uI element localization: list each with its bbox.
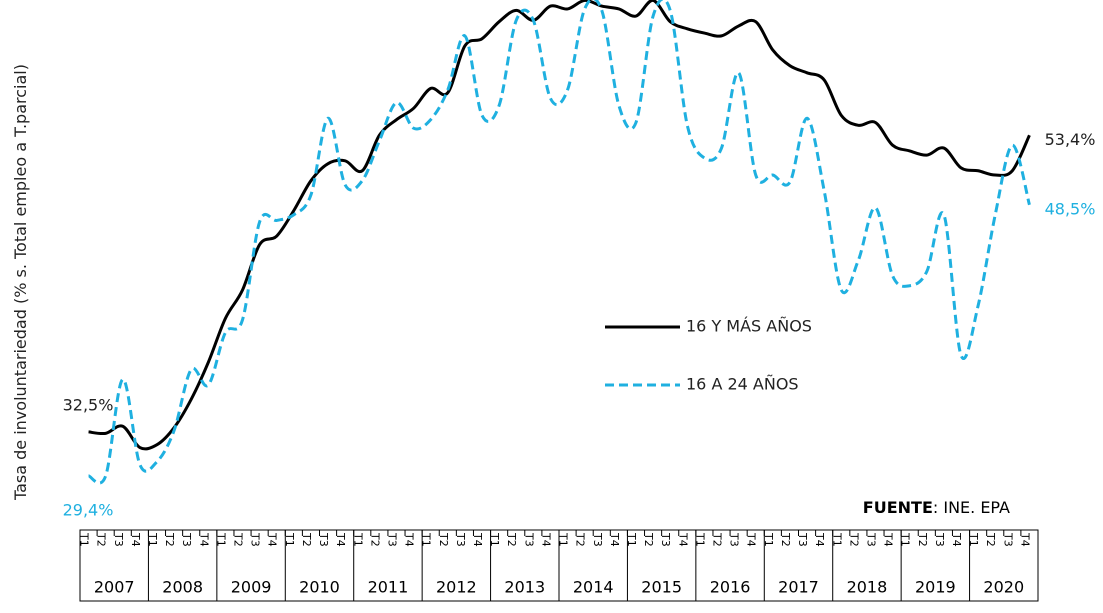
x-group-label: 2012: [436, 578, 477, 597]
x-tick-label: T1: [899, 532, 912, 547]
x-group-label: 2015: [641, 578, 682, 597]
x-tick-label: T4: [882, 532, 895, 547]
x-tick-label: T1: [351, 532, 364, 547]
x-tick-label: T4: [745, 532, 758, 547]
x-tick-label: T2: [847, 532, 860, 547]
x-tick-label: T4: [129, 532, 142, 547]
legend-label: 16 Y MÁS AÑOS: [686, 317, 812, 336]
x-tick-label: T3: [522, 532, 535, 547]
source-text: : INE. EPA: [933, 498, 1010, 517]
x-tick-label: T2: [984, 532, 997, 547]
x-tick-label: T1: [146, 532, 159, 547]
x-group-label: 2009: [231, 578, 272, 597]
x-tick-label: T3: [1001, 532, 1014, 547]
x-group-label: 2017: [778, 578, 819, 597]
x-tick-label: T1: [488, 532, 501, 547]
x-group-label: 2018: [847, 578, 888, 597]
x-group-label: 2013: [504, 578, 545, 597]
x-tick-label: T4: [539, 532, 552, 547]
x-tick-label: T2: [642, 532, 655, 547]
series-line: [88, 0, 1031, 451]
x-tick-label: T1: [420, 532, 433, 547]
x-tick-label: T3: [933, 532, 946, 547]
data-label: 32,5%: [63, 395, 114, 414]
data-label: 53,4%: [1045, 130, 1096, 149]
x-tick-label: T2: [232, 532, 245, 547]
x-tick-label: T1: [557, 532, 570, 547]
x-tick-label: T2: [300, 532, 313, 547]
x-tick-label: T2: [711, 532, 724, 547]
x-tick-label: T3: [864, 532, 877, 547]
x-tick-label: T3: [249, 532, 262, 547]
x-tick-label: T1: [214, 532, 227, 547]
data-label: 29,4%: [63, 500, 114, 519]
x-group-label: 2020: [983, 578, 1024, 597]
x-group-label: 2016: [710, 578, 751, 597]
x-tick-label: T4: [676, 532, 689, 547]
x-tick-label: T3: [728, 532, 741, 547]
x-group-label: 2014: [573, 578, 614, 597]
x-tick-label: T3: [180, 532, 193, 547]
x-tick-label: T3: [591, 532, 604, 547]
x-group-label: 2010: [299, 578, 340, 597]
x-tick-label: T3: [112, 532, 125, 547]
source-label: FUENTE: [863, 498, 933, 517]
data-label: 48,5%: [1045, 199, 1096, 218]
x-tick-label: T4: [1018, 532, 1031, 547]
x-tick-label: T2: [505, 532, 518, 547]
y-axis-label: Tasa de involuntariedad (% s. Total empl…: [11, 64, 30, 500]
x-tick-label: T3: [317, 532, 330, 547]
legend-label: 16 A 24 AÑOS: [686, 375, 799, 394]
x-tick-label: T3: [385, 532, 398, 547]
x-tick-label: T3: [796, 532, 809, 547]
x-tick-label: T3: [454, 532, 467, 547]
x-tick-label: T1: [967, 532, 980, 547]
x-tick-label: T2: [779, 532, 792, 547]
x-tick-label: T4: [197, 532, 210, 547]
x-group-label: 2011: [368, 578, 409, 597]
x-tick-label: T2: [437, 532, 450, 547]
x-tick-label: T4: [471, 532, 484, 547]
x-tick-label: T3: [659, 532, 672, 547]
x-group-label: 2019: [915, 578, 956, 597]
x-tick-label: T2: [574, 532, 587, 547]
x-tick-label: T4: [334, 532, 347, 547]
x-group-label: 2007: [94, 578, 135, 597]
x-tick-label: T1: [693, 532, 706, 547]
x-tick-label: T2: [916, 532, 929, 547]
x-tick-label: T2: [95, 532, 108, 547]
x-tick-label: T4: [403, 532, 416, 547]
series-line: [87, 0, 1031, 485]
x-group-label: 2008: [162, 578, 203, 597]
x-tick-label: T2: [163, 532, 176, 547]
x-tick-label: T4: [608, 532, 621, 547]
x-tick-label: T1: [830, 532, 843, 547]
x-tick-label: T1: [78, 532, 91, 547]
x-tick-label: T4: [950, 532, 963, 547]
x-tick-label: T1: [762, 532, 775, 547]
x-tick-label: T4: [266, 532, 279, 547]
x-tick-label: T1: [625, 532, 638, 547]
x-tick-label: T2: [368, 532, 381, 547]
x-tick-label: T1: [283, 532, 296, 547]
source: FUENTE: INE. EPA: [863, 498, 1010, 517]
x-tick-label: T4: [813, 532, 826, 547]
